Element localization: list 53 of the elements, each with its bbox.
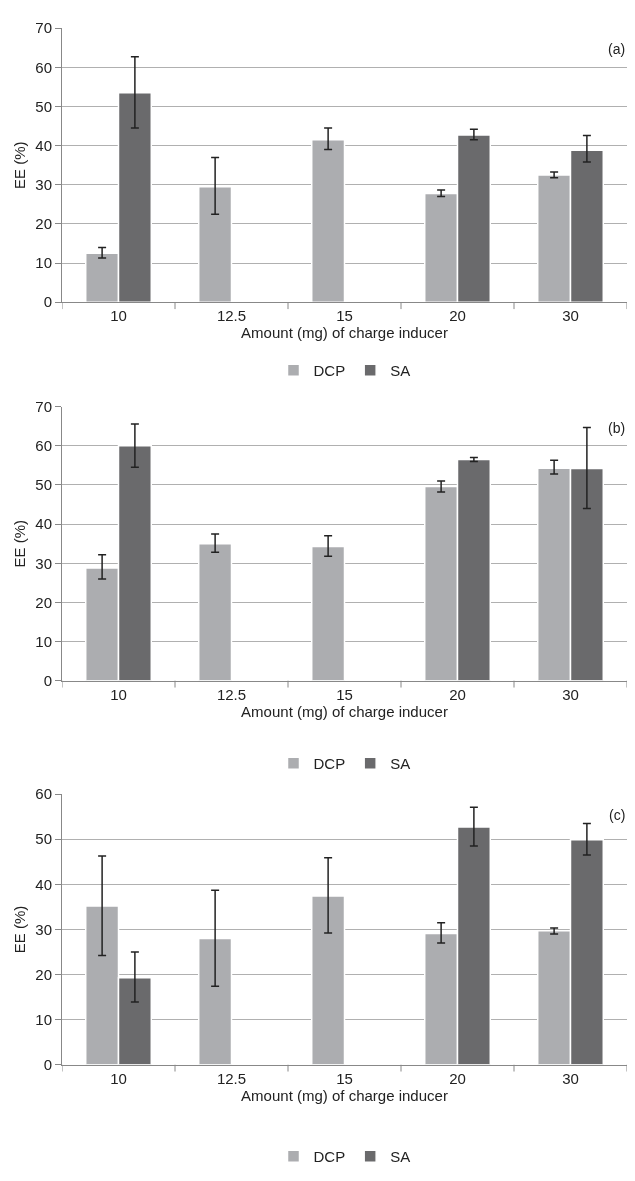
y-tick-label: 50 xyxy=(35,476,52,494)
y-tick-label: 40 xyxy=(35,515,52,533)
y-tick-label: 10 xyxy=(35,1010,52,1028)
y-tick-label: 40 xyxy=(35,875,52,893)
y-axis-title: EE (%) xyxy=(10,141,28,189)
y-axis-title: EE (%) xyxy=(10,519,28,568)
y-tick-label: 60 xyxy=(35,437,52,455)
y-tick-label: 0 xyxy=(43,671,52,689)
y-tick-label: 30 xyxy=(35,920,52,938)
y-tick-label: 60 xyxy=(35,58,52,76)
annotation: (b) xyxy=(608,420,626,436)
x-tick-label: 30 xyxy=(562,1069,579,1087)
legend-label: DCP xyxy=(313,755,346,773)
x-tick-label: 30 xyxy=(562,307,579,325)
y-tick-label: 70 xyxy=(35,397,52,415)
annotation: (c) xyxy=(609,807,626,823)
legend-label: DCP xyxy=(313,1148,346,1166)
x-tick-label: 20 xyxy=(449,307,466,325)
legend-label: SA xyxy=(390,362,411,379)
x-tick-label: 10 xyxy=(110,1069,127,1087)
x-axis-title: Amount (mg) of charge inducer xyxy=(241,1086,448,1104)
x-tick-label: 10 xyxy=(110,307,127,325)
x-tick-label: 20 xyxy=(449,1069,466,1087)
x-tick-label: 15 xyxy=(336,685,353,703)
y-tick-label: 30 xyxy=(35,176,52,194)
x-tick-label: 12.5 xyxy=(216,1069,247,1087)
y-tick-label: 0 xyxy=(43,1056,52,1074)
y-tick-label: 50 xyxy=(35,830,52,848)
y-axis-title: EE (%) xyxy=(10,905,28,954)
y-tick-label: 10 xyxy=(35,632,52,650)
y-tick-label: 20 xyxy=(35,593,52,611)
legend-label: SA xyxy=(390,755,411,773)
x-tick-label: 15 xyxy=(336,307,353,325)
x-axis-title: Amount (mg) of charge inducer xyxy=(241,702,448,720)
y-tick-label: 60 xyxy=(35,785,52,803)
y-tick-label: 70 xyxy=(35,19,52,37)
x-tick-label: 30 xyxy=(562,685,579,703)
x-tick-label: 12.5 xyxy=(216,307,247,325)
y-tick-label: 10 xyxy=(35,254,52,272)
x-tick-label: 12.5 xyxy=(216,685,247,703)
legend-label: SA xyxy=(390,1148,411,1166)
y-tick-label: 50 xyxy=(35,97,52,115)
y-tick-label: 30 xyxy=(35,554,52,572)
legend-label: DCP xyxy=(313,362,346,379)
y-tick-label: 20 xyxy=(35,965,52,983)
x-tick-label: 20 xyxy=(449,685,466,703)
annotation: (a) xyxy=(608,41,626,57)
x-axis-title: Amount (mg) of charge inducer xyxy=(241,324,448,342)
x-tick-label: 10 xyxy=(110,685,127,703)
y-tick-label: 40 xyxy=(35,136,52,154)
y-tick-label: 20 xyxy=(35,215,52,233)
x-tick-label: 15 xyxy=(336,1069,353,1087)
y-tick-label: 0 xyxy=(43,293,52,311)
